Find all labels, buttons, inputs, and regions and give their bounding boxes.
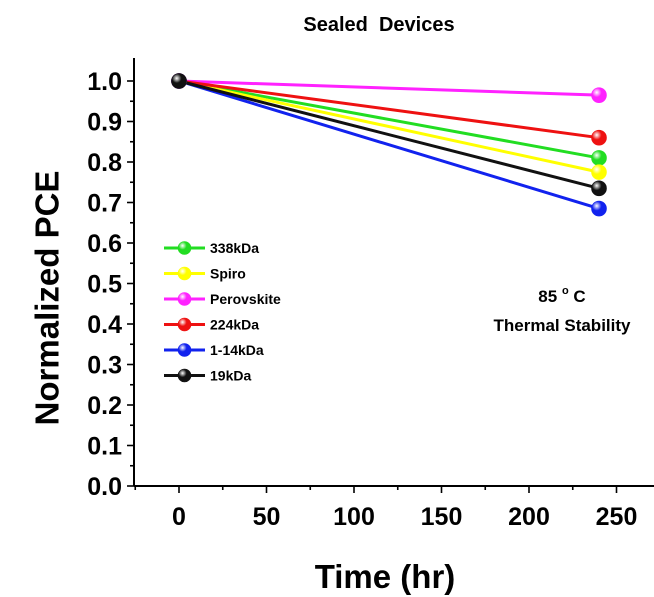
legend-label: Perovskite xyxy=(210,291,281,307)
y-ticks: 0.0 0.1 0.2 0.3 0.4 0.5 0.6 0.7 0.8 0.9 1.0 xyxy=(87,68,134,501)
annotation-temp-value: 85 xyxy=(538,287,557,306)
y-tick-label: 0.1 xyxy=(87,433,122,461)
series-line-224kda xyxy=(178,79,600,140)
chart-title: Sealed Devices xyxy=(303,14,454,36)
legend-item: 224kDa xyxy=(164,317,259,333)
annotation-temp-degree: o xyxy=(562,285,569,297)
y-tick-label: 1.0 xyxy=(87,68,122,96)
y-tick-label: 0.6 xyxy=(87,230,122,258)
legend-label: 224kDa xyxy=(210,317,259,333)
legend-swatch-marker xyxy=(177,266,192,281)
y-tick-label: 0.4 xyxy=(87,311,122,339)
annotation: 85 o C Thermal Stability xyxy=(494,279,632,335)
legend-item: 19kDa xyxy=(164,368,251,384)
y-tick-label: 0.7 xyxy=(87,190,122,218)
x-tick-label: 50 xyxy=(253,503,281,531)
y-tick-label: 0.8 xyxy=(87,149,122,177)
y-tick-label: 0.5 xyxy=(87,271,122,299)
y-tick-label: 0.0 xyxy=(87,473,122,501)
legend-label: Spiro xyxy=(210,266,246,282)
data-point-spiro xyxy=(591,164,607,180)
legend-item: Spiro xyxy=(164,266,246,282)
x-tick-label: 200 xyxy=(508,503,550,531)
x-tick-label: 150 xyxy=(421,503,463,531)
series-points xyxy=(171,73,607,217)
y-tick-label: 0.2 xyxy=(87,392,122,420)
legend: 338kDa Spiro Perovskite 224kDa 1-14kDa 19kDa xyxy=(164,240,281,384)
legend-swatch-marker xyxy=(177,368,192,383)
series-line-1-14kda xyxy=(178,79,600,211)
legend-swatch-marker xyxy=(177,241,192,255)
legend-swatch-marker xyxy=(177,317,192,332)
legend-item: Perovskite xyxy=(164,291,281,307)
data-point-19kda xyxy=(591,180,607,197)
y-tick-label: 0.9 xyxy=(87,109,122,137)
data-point-338kda xyxy=(591,150,607,166)
legend-swatch-marker xyxy=(177,292,192,306)
annotation-temperature: 85 o C xyxy=(538,279,585,306)
x-axis-label: Time (hr) xyxy=(315,558,456,595)
legend-swatch-marker xyxy=(177,343,192,357)
y-axis-label: Normalized PCE xyxy=(29,171,66,426)
x-tick-label: 250 xyxy=(596,503,638,531)
x-tick-label: 0 xyxy=(172,503,186,531)
data-point-19kda xyxy=(171,73,187,89)
annotation-label: Thermal Stability xyxy=(494,316,632,335)
series-lines xyxy=(178,79,600,211)
series-line-19kda xyxy=(178,79,600,190)
series-line-spiro xyxy=(178,79,600,174)
legend-label: 1-14kDa xyxy=(210,342,264,358)
legend-item: 1-14kDa xyxy=(164,342,264,358)
data-point-1-14kda xyxy=(591,200,607,217)
series-line-perovskite xyxy=(178,79,600,97)
legend-label: 19kDa xyxy=(210,368,251,384)
data-point-224kda xyxy=(591,129,607,146)
x-ticks: 0 50 100 150 200 250 xyxy=(134,486,638,531)
annotation-temp-unit: C xyxy=(573,287,585,306)
y-tick-label: 0.3 xyxy=(87,352,122,380)
series-line-338kda xyxy=(178,79,600,160)
x-tick-label: 100 xyxy=(333,503,375,531)
data-point-perovskite xyxy=(591,87,607,103)
legend-label: 338kDa xyxy=(210,240,259,256)
legend-item: 338kDa xyxy=(164,240,259,256)
